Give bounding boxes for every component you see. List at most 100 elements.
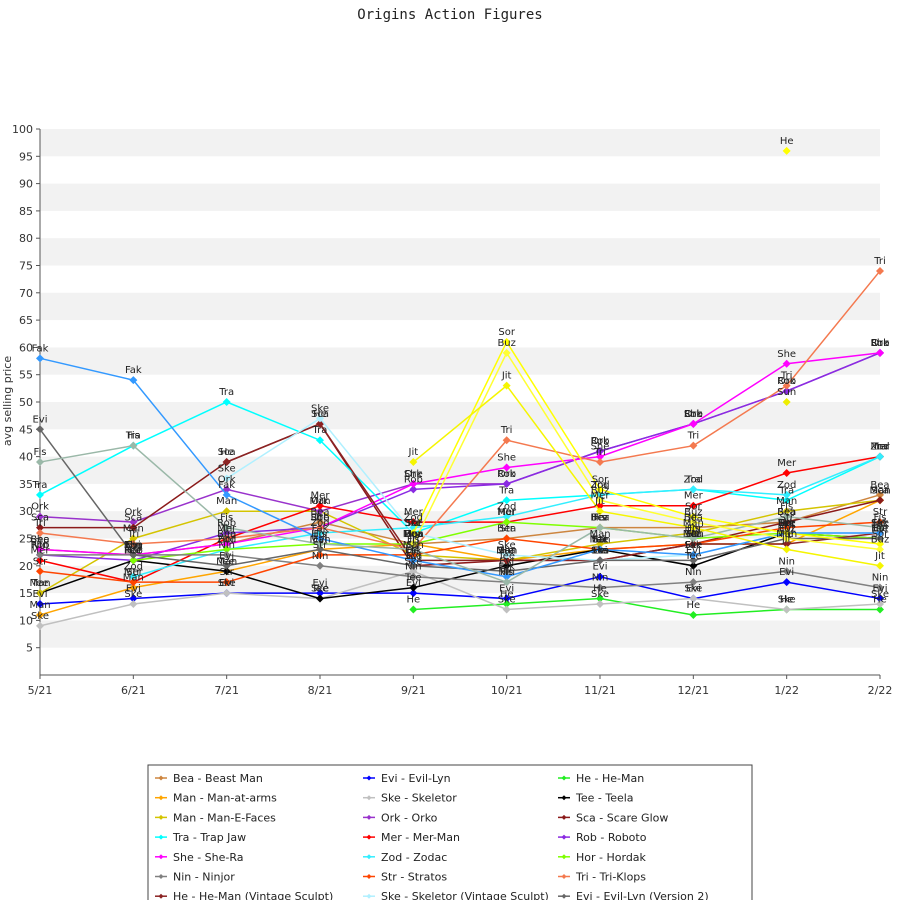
data-label: Man xyxy=(496,545,517,556)
data-label: Tri xyxy=(687,431,700,442)
data-label: Rob xyxy=(31,540,50,551)
data-point xyxy=(222,490,231,499)
legend-item: Zod - Zodac xyxy=(363,851,447,864)
grid-band xyxy=(40,238,880,266)
data-label: She xyxy=(124,540,143,551)
data-point xyxy=(596,556,604,565)
data-label: Nin xyxy=(405,562,422,573)
data-label: Jit xyxy=(594,496,605,507)
data-label: Sor xyxy=(405,518,422,529)
x-tick-label: 11/21 xyxy=(584,684,616,697)
series-lines xyxy=(36,146,884,630)
grid-band xyxy=(40,292,880,321)
data-point xyxy=(782,359,791,368)
data-label: Man xyxy=(496,545,517,556)
data-point xyxy=(409,561,418,570)
data-label: He xyxy=(686,529,700,540)
data-label: Tra xyxy=(405,518,421,529)
legend-item: Ske - Skeletor (Vintage Sculpt) xyxy=(363,890,549,903)
data-point xyxy=(502,479,511,488)
data-label: Fak xyxy=(685,540,702,551)
y-tick-label: 50 xyxy=(19,396,33,409)
data-label: Sca xyxy=(31,513,49,524)
data-label: Bea xyxy=(124,540,143,551)
series-line xyxy=(39,357,880,578)
data-label: He xyxy=(220,447,234,458)
data-point xyxy=(316,523,324,532)
data-label: Sca xyxy=(871,485,889,496)
data-label: Tri xyxy=(407,534,420,545)
data-label: Fis xyxy=(593,513,606,524)
chart-title: Origins Action Figures xyxy=(357,7,542,23)
series-line xyxy=(39,444,881,584)
legend-item: Ske - Skeletor xyxy=(363,792,457,805)
data-label: Ske xyxy=(218,578,236,589)
data-label: Fak xyxy=(312,524,329,535)
data-label: Str xyxy=(313,540,328,551)
legend-label: Evi - Evil-Lyn xyxy=(381,772,451,785)
data-label: Ske xyxy=(311,584,329,595)
legend-swatch-marker xyxy=(561,893,567,899)
data-label: Rob xyxy=(777,376,796,387)
data-label: Evi xyxy=(312,578,327,589)
data-label: Nin xyxy=(685,567,702,578)
data-label: Evi xyxy=(32,589,47,600)
legend-label: Hor - Hordak xyxy=(576,851,647,864)
data-label: Evi xyxy=(312,534,327,545)
data-point xyxy=(782,534,791,543)
series-line xyxy=(413,597,880,616)
data-point xyxy=(689,523,698,532)
data-point xyxy=(689,610,698,619)
x-tick-label: 8/21 xyxy=(308,684,333,697)
data-label: Sca xyxy=(218,447,236,458)
data-label: Tee xyxy=(31,578,49,589)
legend-item: Man - Man-E-Faces xyxy=(155,811,276,824)
legend-item: Evi - Evil-Lyn (Version 2) xyxy=(558,890,709,903)
grid-band xyxy=(40,456,880,484)
data-label: Jit xyxy=(501,371,512,382)
data-point xyxy=(129,583,138,592)
data-point xyxy=(689,518,698,527)
data-label: Sca xyxy=(684,529,702,540)
legend-swatch-marker xyxy=(366,854,372,860)
data-label: Ske xyxy=(218,463,236,474)
data-point xyxy=(129,534,138,543)
data-point xyxy=(782,490,791,499)
data-point xyxy=(689,419,698,428)
x-tick-label: 1/22 xyxy=(774,684,799,697)
data-point xyxy=(36,621,44,630)
data-point xyxy=(596,452,604,461)
data-point xyxy=(409,556,418,565)
data-point xyxy=(782,146,791,155)
data-label: Fak xyxy=(778,518,795,529)
x-tick-label: 7/21 xyxy=(214,684,239,697)
data-label: Man xyxy=(403,529,424,540)
data-point xyxy=(316,414,324,423)
y-tick-label: 70 xyxy=(19,287,33,300)
data-label: Bea xyxy=(777,507,796,518)
data-label: He xyxy=(500,589,514,600)
data-label: Mer xyxy=(31,545,51,556)
legend-swatch-marker xyxy=(158,814,164,820)
data-label: Mer xyxy=(124,567,144,578)
data-label: Fak xyxy=(125,365,142,376)
data-point xyxy=(502,567,511,576)
data-point xyxy=(689,501,698,510)
data-label: He xyxy=(593,584,607,595)
data-label: Mer xyxy=(777,458,797,469)
data-label: Man xyxy=(216,556,237,567)
data-point xyxy=(36,529,44,538)
data-label: Nin xyxy=(592,573,609,584)
legend-swatch-marker xyxy=(561,854,567,860)
data-label: Fis xyxy=(780,502,793,513)
data-label: Tri xyxy=(313,513,326,524)
data-point xyxy=(502,556,511,565)
data-label: Evi xyxy=(32,414,47,425)
legend-swatch-marker xyxy=(158,854,164,860)
data-point xyxy=(502,605,511,614)
data-point xyxy=(36,354,44,363)
legend-item: He - He-Man xyxy=(558,772,644,785)
data-label: Mer xyxy=(684,491,704,502)
data-label: Tri xyxy=(127,529,140,540)
data-label: Rob xyxy=(684,409,703,420)
